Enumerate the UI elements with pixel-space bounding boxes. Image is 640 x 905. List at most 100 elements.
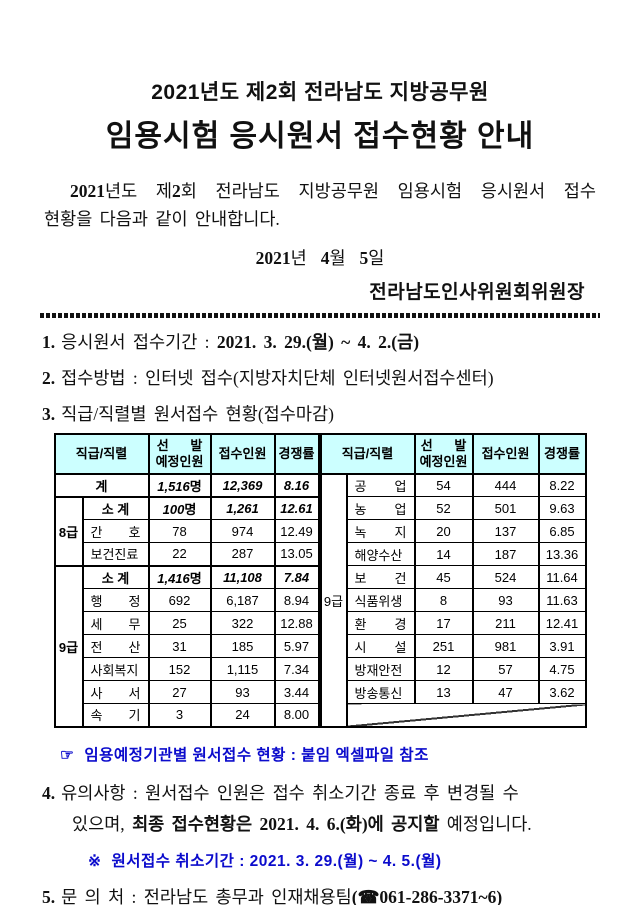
- table-row: 보건진료 22 287 13.05: [55, 542, 320, 567]
- table-value-cell: 100명: [147, 495, 212, 521]
- table-label-cell: 녹 지: [345, 519, 416, 544]
- table-value-cell: 31: [147, 634, 212, 659]
- table-value-cell: 8.00: [273, 703, 320, 728]
- table-value-cell: 211: [471, 611, 540, 636]
- table-row: 방송통신 13 47 3.62: [321, 680, 587, 705]
- table-value-cell: 1,115: [209, 657, 276, 682]
- table-value-cell: 47: [471, 680, 540, 705]
- table-value-cell: 93: [209, 680, 276, 705]
- table-row: 세 무 25 322 12.88: [55, 611, 320, 636]
- intro-paragraph: 2021년도 제2회 전라남도 지방공무원 임용시험 응시원서 접수 현황을 다…: [0, 177, 640, 234]
- table-row: 행 정 692 6,187 8.94: [55, 588, 320, 613]
- table-row: 8급 소 계 100명 1,261 12.61: [53, 495, 320, 567]
- table-label-cell: 공 업: [345, 473, 416, 498]
- table-row: 농 업 52 501 9.63: [321, 496, 587, 521]
- table-value-cell: 12.41: [537, 611, 587, 636]
- item-3-number: 3.: [42, 403, 56, 424]
- item-2: 2. 접수방법 : 인터넷 접수(지방자치단체 인터넷원서접수센터): [42, 365, 598, 390]
- status-tables: 직급/직렬 선 발 예정인원 접수인원 경쟁률 계 1,516명 12,369 8.16 8급 소 …: [0, 432, 640, 728]
- table-label-cell: 농 업: [345, 496, 416, 521]
- table-value-cell: 8: [413, 588, 474, 613]
- item-1-number: 1.: [42, 331, 56, 352]
- table-row: 환 경 17 211 12.41: [321, 611, 587, 636]
- table-value-cell: 3.44: [273, 680, 320, 705]
- table-label-cell: 사회복지: [81, 657, 150, 682]
- table-value-cell: 3.62: [537, 680, 587, 705]
- table-label-cell: 방재안전: [345, 657, 416, 682]
- table-value-cell: 13.05: [273, 542, 320, 567]
- item-3-text: 직급/직렬별 원서접수 현황(접수마감): [61, 403, 334, 424]
- header-applicants: 접수인원: [471, 433, 540, 475]
- item-list: 1. 응시원서 접수기간 : 2021. 3. 29.(월) ~ 4. 2.(금)…: [0, 329, 640, 426]
- table-row: 시 설 251 981 3.91: [321, 634, 587, 659]
- table-header-row: 직급/직렬 선 발 예정인원 접수인원 경쟁률: [53, 433, 320, 475]
- table-value-cell: 54: [413, 473, 474, 498]
- table-value-cell: 13: [413, 680, 474, 705]
- table-row: 녹 지 20 137 6.85: [321, 519, 587, 544]
- item-4-line-2: 있으며, 최종 접수현황은 2021. 4. 6.(화)에 공지할 예정입니다.: [72, 813, 532, 834]
- item-1-label: 응시원서 접수기간 :: [61, 331, 210, 352]
- table-value-cell: 12: [413, 657, 474, 682]
- table-value-cell: 8.94: [273, 588, 320, 613]
- table-value-cell: 981: [471, 634, 540, 659]
- table-label-cell: 소 계: [81, 495, 150, 521]
- title-block: 2021년도 제2회 전라남도 지방공무원 임용시험 응시원서 접수현황 안내: [0, 0, 640, 155]
- reference-mark-icon: ※: [88, 852, 102, 870]
- table-value-cell: 501: [471, 496, 540, 521]
- table-label-cell: 전 산: [81, 634, 150, 659]
- table-row: 9급 공 업 54 444 8.22: [319, 473, 587, 728]
- table-value-cell: 185: [209, 634, 276, 659]
- intro-line-1: 2021년도 제2회 전라남도 지방공무원 임용시험 응시원서 접수: [70, 181, 596, 201]
- table-value-cell: 4.75: [537, 657, 587, 682]
- table-value-cell: 22: [147, 542, 212, 567]
- table-value-cell: 974: [209, 519, 276, 544]
- header-planned: 선 발 예정인원: [413, 433, 474, 475]
- table-label-cell: 속 기: [81, 703, 150, 728]
- table-group-cell: 8급: [53, 495, 84, 567]
- table-value-cell: 52: [413, 496, 474, 521]
- table-row: 사회복지 152 1,115 7.34: [55, 657, 320, 682]
- table-value-cell: 152: [147, 657, 212, 682]
- item-2-number: 2.: [42, 367, 56, 388]
- dashed-divider: [40, 312, 600, 318]
- table-label-cell: 간 호: [81, 519, 150, 544]
- signature-line: 전라남도인사위원회위원장: [369, 281, 585, 303]
- table-value-cell: 524: [471, 565, 540, 590]
- table-left: 직급/직렬 선 발 예정인원 접수인원 경쟁률 계 1,516명 12,369 8.16 8급 소 …: [53, 432, 320, 728]
- table-value-cell: 93: [471, 588, 540, 613]
- table-value-cell: 187: [471, 542, 540, 567]
- header-ratio: 경쟁률: [537, 433, 587, 475]
- item-list-bottom: 4. 유의사항 : 원서접수 인원은 접수 취소기간 종료 후 변경될 수 있으며…: [0, 780, 640, 836]
- table-value-cell: 1,261: [209, 495, 276, 521]
- table-value-cell: 692: [147, 588, 212, 613]
- table-row: 사 서 27 93 3.44: [55, 680, 320, 705]
- table-value-cell: 137: [471, 519, 540, 544]
- header-ratio: 경쟁률: [273, 433, 320, 475]
- item-5-text: 문 의 처 : 전라남도 총무과 인재채용팀: [61, 886, 352, 905]
- header-planned: 선 발 예정인원: [147, 433, 212, 475]
- pointing-hand-icon: ☞: [60, 746, 75, 764]
- table-value-cell: 7.84: [273, 564, 320, 590]
- table-group-cell: 9급: [53, 564, 84, 728]
- table-label-cell: 식품위생: [345, 588, 416, 613]
- table-label-cell: 행 정: [81, 588, 150, 613]
- table-label-cell: 계: [53, 473, 150, 498]
- table-row: [321, 703, 587, 728]
- table-value-cell: 14: [413, 542, 474, 567]
- item-3: 3. 직급/직렬별 원서접수 현황(접수마감): [42, 401, 598, 426]
- table-value-cell: 8.16: [273, 473, 320, 498]
- table-label-cell: 보 건: [345, 565, 416, 590]
- table-value-cell: 444: [471, 473, 540, 498]
- intro-line-2: 현황을 다음과 같이 안내합니다.: [44, 209, 280, 230]
- title-line-1: 2021년도 제2회 전라남도 지방공무원: [151, 81, 489, 104]
- table-value-cell: 24: [209, 703, 276, 728]
- item-2-text: 접수방법 : 인터넷 접수(지방자치단체 인터넷원서접수센터): [61, 367, 494, 388]
- table-value-cell: 25: [147, 611, 212, 636]
- table-group-cell: 9급: [319, 473, 348, 728]
- table-value-cell: 3.91: [537, 634, 587, 659]
- cancel-period-note: ※ 원서접수 취소기간 : 2021. 3. 29.(월) ~ 4. 5.(월): [88, 849, 640, 871]
- title-line-2: 임용시험 응시원서 접수현황 안내: [105, 120, 535, 153]
- table-value-cell: 6.85: [537, 519, 587, 544]
- item-4: 4. 유의사항 : 원서접수 인원은 접수 취소기간 종료 후 변경될 수: [42, 780, 598, 805]
